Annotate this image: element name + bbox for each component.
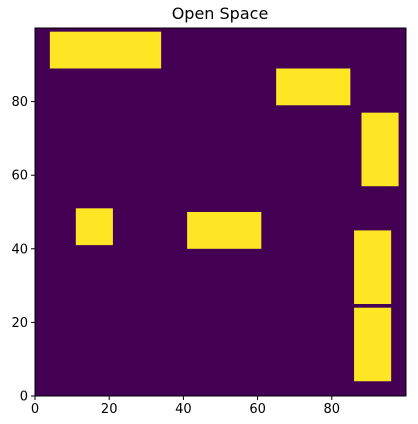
obstacle-5 <box>187 212 262 249</box>
plot-frame <box>34 27 407 397</box>
x-tick-label: 40 <box>175 402 192 417</box>
chart-title: Open Space <box>172 4 269 23</box>
obstacle-7 <box>354 307 392 382</box>
x-tick-label: 60 <box>249 402 266 417</box>
x-axis: 0 20 40 60 80 <box>31 396 340 417</box>
x-tick-label: 20 <box>101 402 118 417</box>
obstacle-3 <box>361 112 399 187</box>
y-tick-label: 20 <box>11 316 28 331</box>
obstacle-6 <box>354 230 392 304</box>
x-tick-label: 0 <box>31 402 39 417</box>
x-tick-label: 80 <box>324 402 341 417</box>
obstacle-2 <box>276 68 351 106</box>
y-axis: 0 20 40 60 80 <box>11 95 35 405</box>
obstacle-4 <box>75 208 113 246</box>
y-tick-label: 40 <box>11 242 28 257</box>
y-tick-label: 60 <box>11 169 28 184</box>
y-tick-label: 0 <box>20 390 28 405</box>
plot-area <box>34 27 407 397</box>
obstacle-1 <box>49 31 162 69</box>
y-tick-label: 80 <box>11 95 28 110</box>
